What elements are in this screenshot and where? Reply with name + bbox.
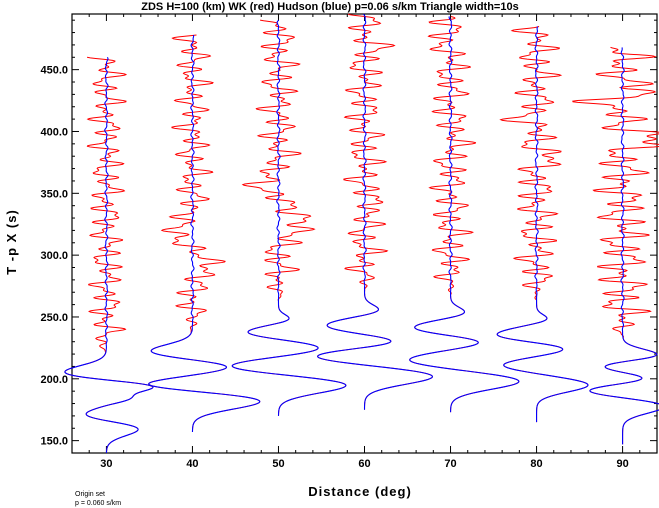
x-axis-label: Distance (deg)	[308, 484, 412, 499]
y-tick-label: 400.0	[40, 126, 68, 138]
trace-wk-50	[231, 19, 347, 416]
trace-hudson-50	[231, 19, 347, 416]
trace-wk-40	[148, 34, 261, 432]
x-tick-label: 30	[100, 458, 112, 470]
x-tick-label: 90	[616, 458, 628, 470]
y-tick-label: 300.0	[40, 250, 68, 262]
trace-hudson-30	[64, 56, 154, 454]
chart-title: ZDS H=100 (km) WK (red) Hudson (blue) p=…	[141, 1, 518, 13]
x-tick-label: 70	[444, 458, 456, 470]
trace-wk-80	[496, 25, 589, 423]
trace-hudson-90	[589, 47, 659, 445]
axis-ticks: 30 40 50 60 70 80 90 150.0 200.0 250.0 300.0 350.0 4…	[40, 14, 657, 470]
traces-group	[64, 13, 659, 454]
x-tick-label: 50	[272, 458, 284, 470]
trace-hudson-60	[317, 13, 433, 410]
x-tick-label: 80	[530, 458, 542, 470]
ray-parameter-note: p = 0.060 s/km	[75, 500, 121, 507]
x-tick-label: 60	[358, 458, 370, 470]
y-tick-label: 450.0	[40, 65, 68, 77]
trace-hudson-80	[496, 26, 589, 423]
y-tick-label: 350.0	[40, 188, 68, 200]
y-tick-label: 150.0	[40, 436, 68, 448]
x-tick-label: 40	[186, 458, 198, 470]
y-tick-label: 250.0	[40, 312, 68, 324]
trace-wk-70	[409, 15, 520, 413]
y-axis-label: T -p X (s)	[4, 209, 19, 275]
trace-hudson-70	[409, 16, 520, 413]
trace-wk-60	[317, 13, 433, 410]
origin-note: Origin set	[75, 491, 105, 498]
trace-hudson-40	[148, 34, 261, 432]
y-tick-label: 200.0	[40, 374, 68, 386]
